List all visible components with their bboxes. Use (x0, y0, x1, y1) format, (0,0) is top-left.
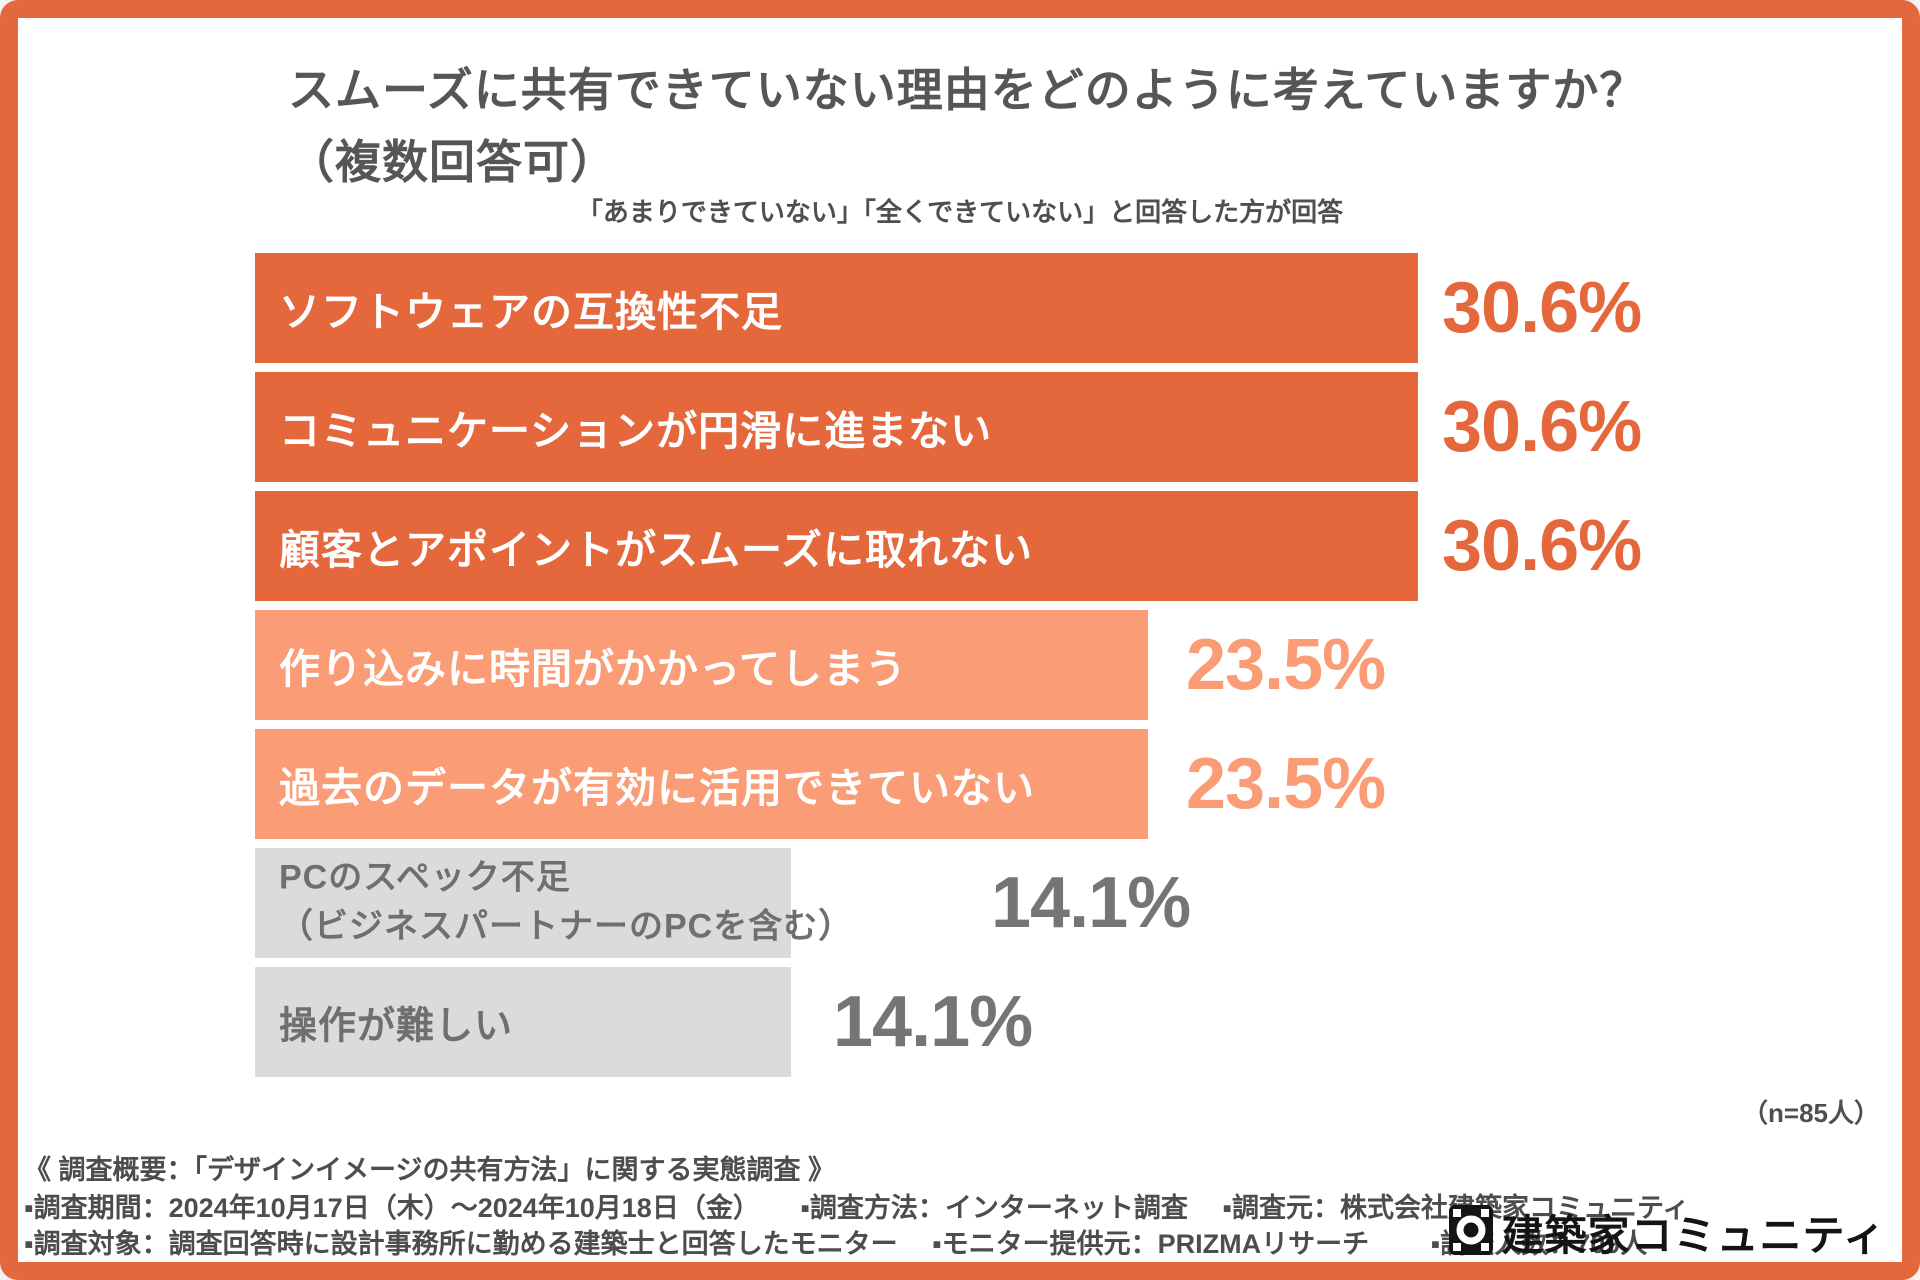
bar-chart: ソフトウェアの互換性不足 30.6% コミュニケーションが円滑に進まない 30.… (255, 253, 1895, 1083)
company-logo-text: 建築家コミュニティ (1501, 1212, 1886, 1259)
survey-details-line2: ▪調査対象：調査回答時に設計事務所に勤める建築士と回答したモニター ▪モニター提… (24, 1229, 1648, 1259)
bar-fill: 操作が難しい (255, 967, 791, 1077)
bar-label: 操作が難しい (279, 1005, 514, 1048)
bar-label: 過去のデータが有効に活用できていない (279, 765, 1035, 811)
bar-row: ソフトウェアの互換性不足 30.6% (255, 253, 1895, 363)
bar-row: コミュニケーションが円滑に進まない 30.6% (255, 372, 1895, 482)
chart-subtitle: 「あまりできていない」「全くできていない」と回答した方が回答 (576, 197, 1344, 227)
bar-fill: 過去のデータが有効に活用できていない (255, 729, 1148, 839)
bar-fill: 作り込みに時間がかかってしまう (255, 610, 1148, 720)
chart-title-line1: スムーズに共有できていない理由をどのように考えていますか？ (288, 64, 1647, 116)
survey-details-line1: ▪調査期間：2024年10月17日（木）～2024年10月18日（金） ▪調査方… (24, 1193, 1690, 1223)
company-logo-icon (1448, 1205, 1493, 1260)
bar-row: 操作が難しい 14.1% (255, 967, 1895, 1077)
bar-fill: コミュニケーションが円滑に進まない (255, 372, 1418, 482)
chart-title-line2: （複数回答可） (288, 136, 617, 188)
bar-value: 30.6% (1442, 506, 1642, 586)
bar-value: 14.1% (991, 863, 1191, 943)
survey-overview-title: 《 調査概要：「デザインイメージの共有方法」に関する実態調査 》 (24, 1155, 835, 1185)
bar-value: 30.6% (1442, 387, 1642, 467)
bar-row: 顧客とアポイントがスムーズに取れない 30.6% (255, 491, 1895, 601)
bar-value: 23.5% (1186, 625, 1386, 705)
bar-fill: ソフトウェアの互換性不足 (255, 253, 1418, 363)
bar-row: PCのスペック不足 （ビジネスパートナーのPCを含む） 14.1% (255, 848, 1895, 958)
bar-fill: PCのスペック不足 （ビジネスパートナーのPCを含む） (255, 848, 852, 958)
bar-row: 作り込みに時間がかかってしまう 23.5% (255, 610, 1895, 720)
bar-value: 14.1% (833, 982, 1033, 1062)
sample-size-label: （n=85人） (1742, 1098, 1880, 1128)
bar-label: 作り込みに時間がかかってしまう (279, 646, 907, 692)
bar-label: 顧客とアポイントがスムーズに取れない (279, 527, 1033, 573)
bar-fill: 顧客とアポイントがスムーズに取れない (255, 491, 1418, 601)
company-logo: 建築家コミュニティ (1448, 1202, 1886, 1263)
bar-label: PCのスペック不足 （ビジネスパートナーのPCを含む） (279, 858, 854, 946)
bar-value: 23.5% (1186, 744, 1386, 824)
bar-label: ソフトウェアの互換性不足 (279, 289, 783, 335)
bar-label: コミュニケーションが円滑に進まない (279, 408, 993, 454)
bar-row: 過去のデータが有効に活用できていない 23.5% (255, 729, 1895, 839)
bar-value: 30.6% (1442, 268, 1642, 348)
